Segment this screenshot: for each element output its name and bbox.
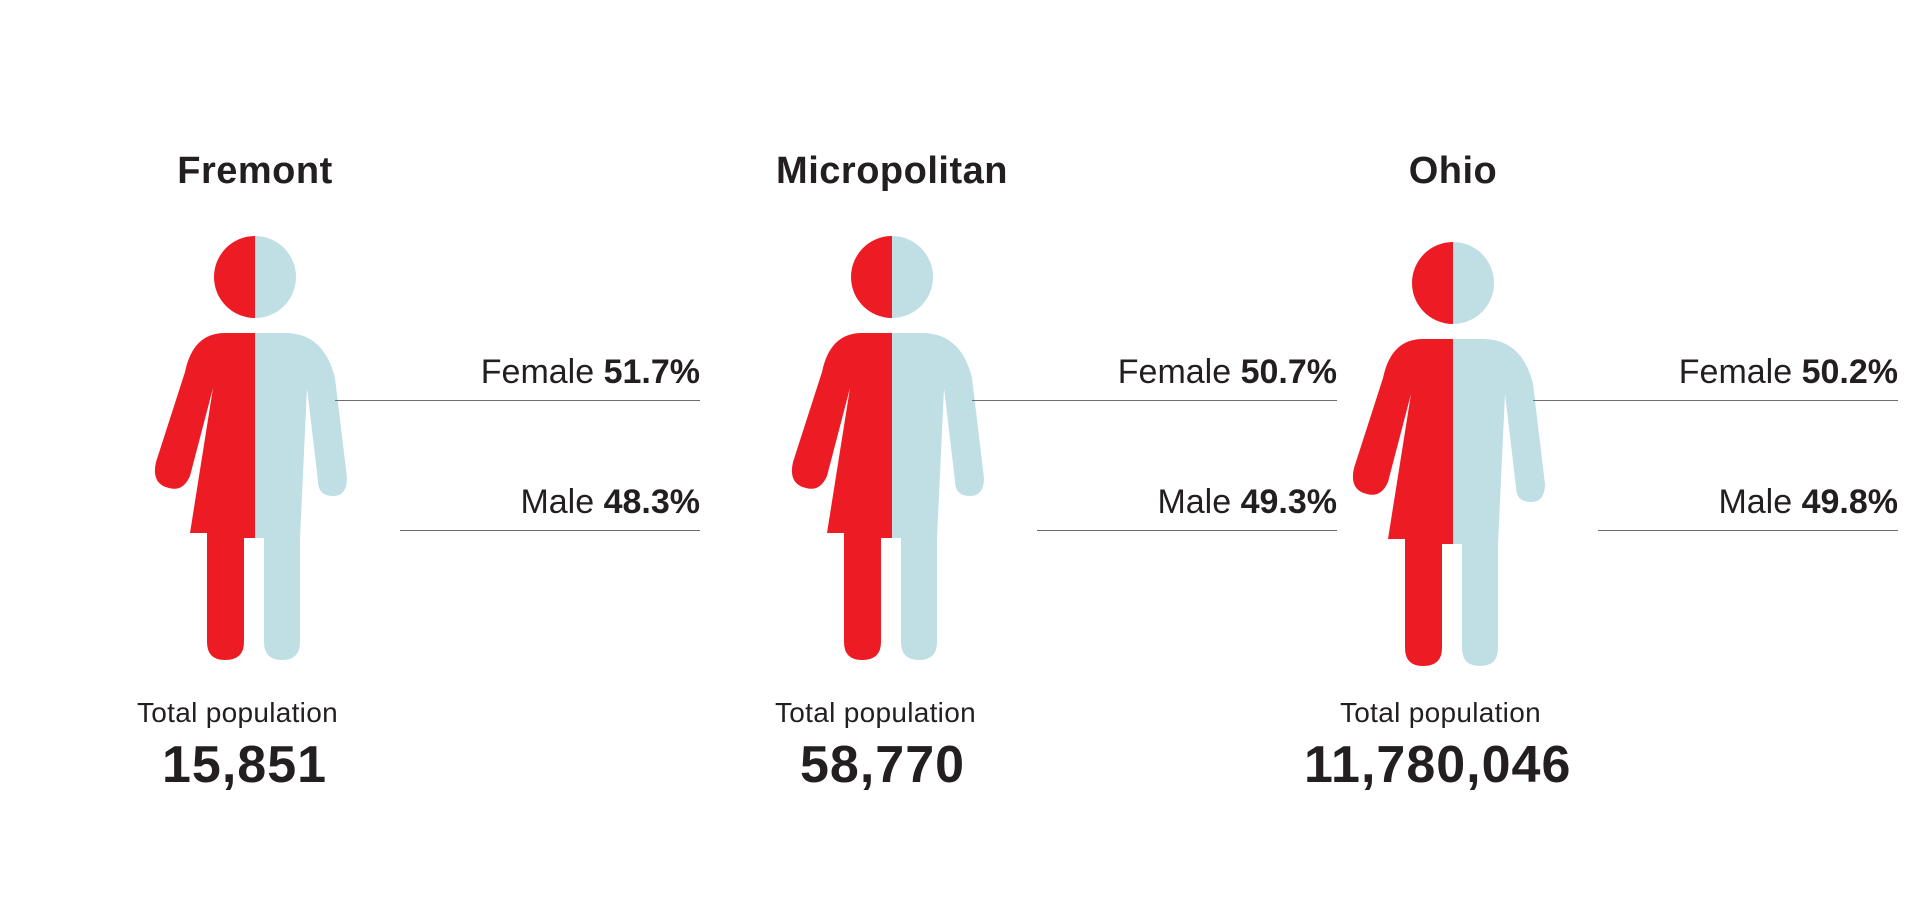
male-head <box>892 236 933 318</box>
panel-micropolitan: Micropolitan Female 50.7% Male 49.3% Tot… <box>775 0 1337 920</box>
male-label: Male 48.3% <box>520 483 700 522</box>
male-leader-line <box>1598 530 1898 531</box>
panel-title: Ohio <box>1408 150 1498 192</box>
female-leader-line <box>335 400 700 401</box>
male-percent: 48.3% <box>603 483 700 521</box>
person-pictogram <box>154 236 347 660</box>
female-percent: 50.2% <box>1801 353 1898 391</box>
male-head <box>1453 242 1494 324</box>
total-population-label: Total population <box>1340 697 1541 728</box>
total-population-value: 15,851 <box>162 736 328 794</box>
male-label: Male 49.3% <box>1157 483 1337 522</box>
female-leader-line <box>972 400 1337 401</box>
total-population-value: 58,770 <box>800 736 966 794</box>
total-population-value: 11,780,046 <box>1304 736 1572 794</box>
total-population-label: Total population <box>775 697 976 728</box>
male-body <box>892 333 984 660</box>
male-percent: 49.3% <box>1240 483 1337 521</box>
male-label-text: Male <box>1718 483 1793 521</box>
male-body <box>1453 339 1545 666</box>
female-percent: 51.7% <box>603 353 700 391</box>
panel-ohio: Ohio Female 50.2% Male 49.8% Total popul… <box>1304 0 1898 920</box>
female-label: Female 51.7% <box>481 353 700 392</box>
person-pictogram <box>1352 242 1545 666</box>
male-head <box>255 236 296 318</box>
female-label-text: Female <box>1117 353 1232 391</box>
female-label: Female 50.2% <box>1679 353 1898 392</box>
male-label-text: Male <box>1157 483 1232 521</box>
panel-title: Fremont <box>177 150 333 192</box>
female-label: Female 50.7% <box>1118 353 1337 392</box>
male-label: Male 49.8% <box>1718 483 1898 522</box>
female-label-text: Female <box>480 353 595 391</box>
female-body <box>154 333 255 660</box>
panel-fremont: Fremont Female 51.7% Male 48.3% Total po… <box>137 0 700 920</box>
female-body <box>791 333 892 660</box>
male-percent: 49.8% <box>1801 483 1898 521</box>
male-leader-line <box>1037 530 1337 531</box>
female-head <box>851 236 892 318</box>
female-body <box>1352 339 1453 666</box>
total-population-label: Total population <box>137 697 338 728</box>
female-label-text: Female <box>1678 353 1793 391</box>
male-label-text: Male <box>520 483 595 521</box>
female-leader-line <box>1533 400 1898 401</box>
female-head <box>1412 242 1453 324</box>
person-pictogram <box>791 236 984 660</box>
panel-title: Micropolitan <box>776 150 1008 192</box>
male-body <box>255 333 347 660</box>
female-head <box>214 236 255 318</box>
female-percent: 50.7% <box>1240 353 1337 391</box>
male-leader-line <box>400 530 700 531</box>
